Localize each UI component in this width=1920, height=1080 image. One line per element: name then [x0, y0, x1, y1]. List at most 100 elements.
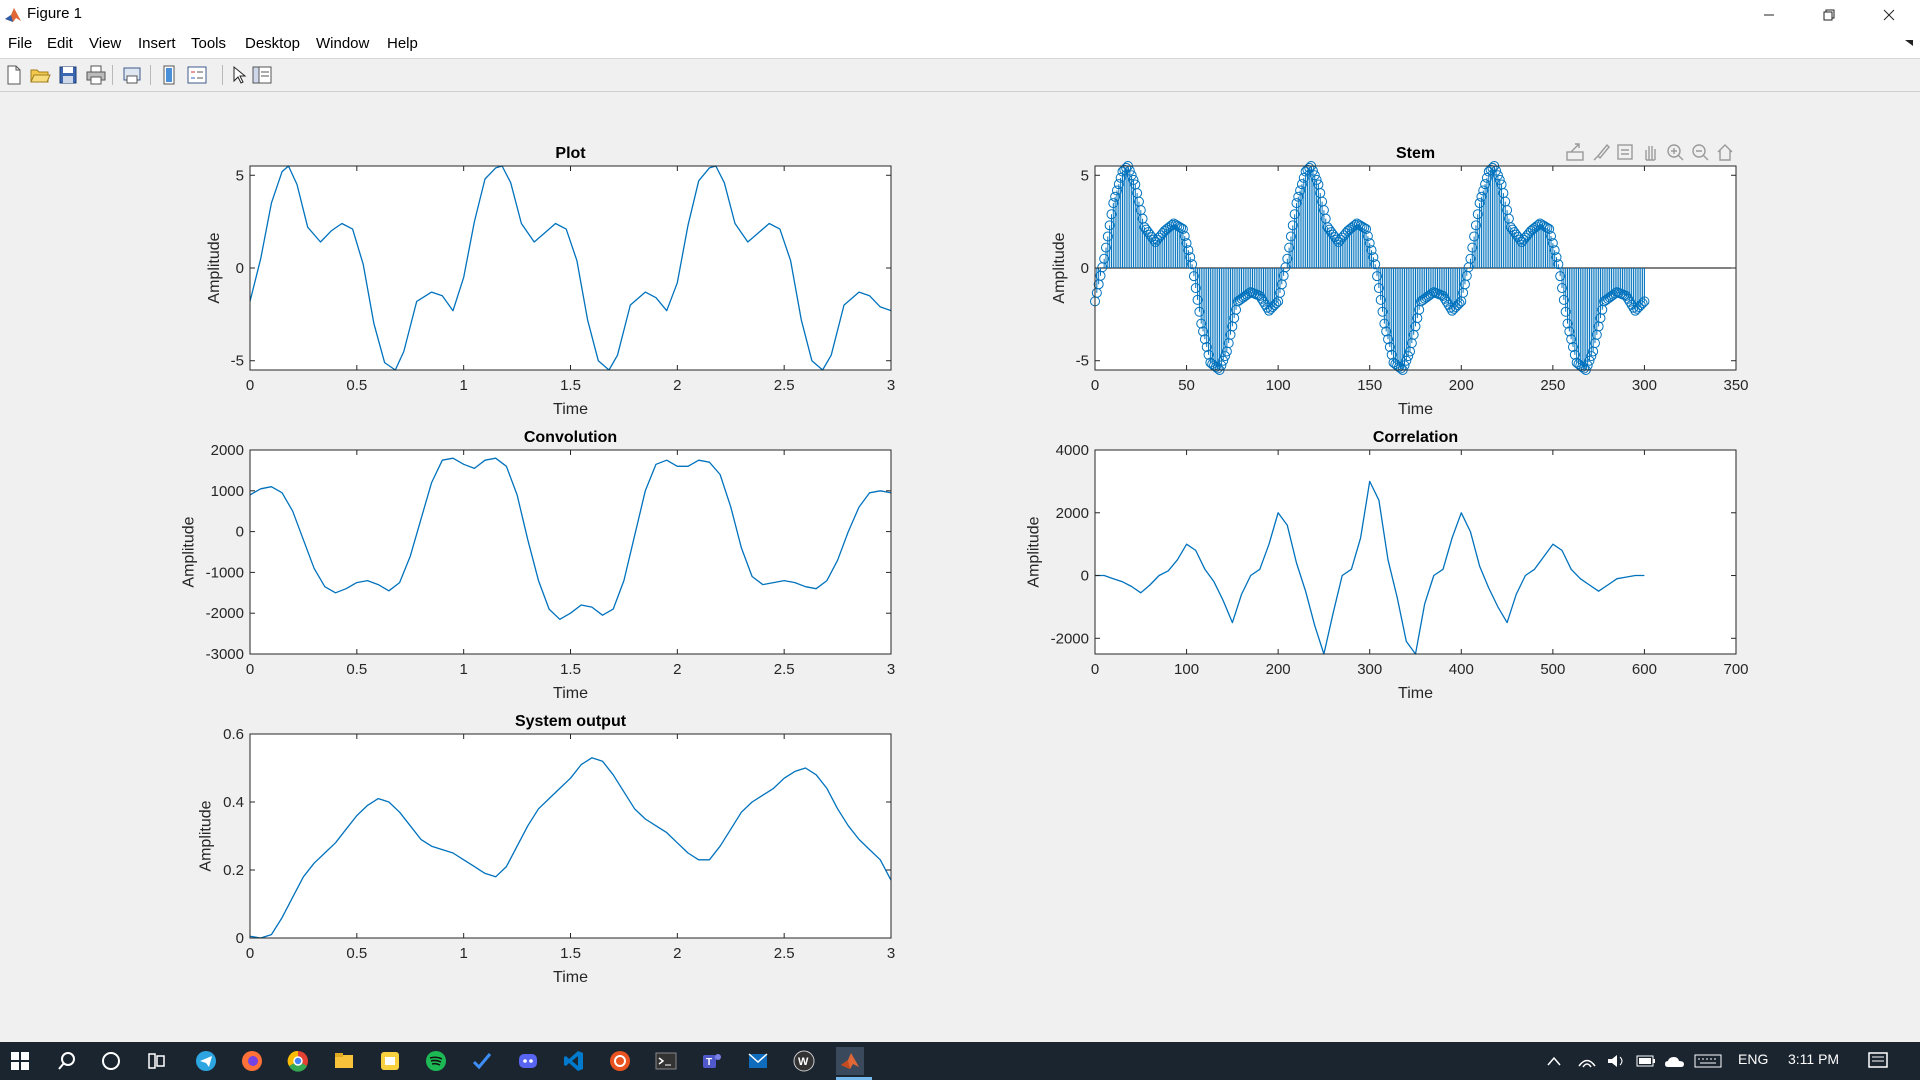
stem-marker: [1102, 231, 1113, 242]
y-tick-label: 0.4: [223, 794, 244, 811]
show-hidden-icons-icon[interactable]: [1547, 1056, 1561, 1066]
matlab-icon[interactable]: [836, 1047, 864, 1075]
print-preview-icon[interactable]: [121, 64, 143, 86]
sticky-notes-icon[interactable]: [376, 1047, 404, 1075]
y-tick-label: 2000: [211, 442, 244, 459]
mail-icon[interactable]: [744, 1047, 772, 1075]
stem-marker: [1177, 224, 1188, 235]
onedrive-icon[interactable]: [1664, 1053, 1686, 1069]
todo-icon[interactable]: [468, 1047, 496, 1075]
open-file-icon[interactable]: [29, 64, 51, 86]
dock-arrow-icon[interactable]: [1905, 38, 1915, 48]
keyboard-icon[interactable]: [1694, 1054, 1722, 1068]
menu-edit[interactable]: Edit: [47, 35, 73, 52]
y-tick-label: 0.2: [223, 862, 244, 879]
stem-marker: [1287, 220, 1298, 231]
stem-marker: [1311, 174, 1322, 185]
new-figure-icon[interactable]: [3, 64, 25, 86]
stem-marker: [1364, 238, 1375, 249]
stem-marker: [1148, 234, 1159, 245]
x-tick-label: 2: [673, 945, 681, 962]
menu-desktop[interactable]: Desktop: [245, 35, 301, 52]
menu-file[interactable]: File: [8, 35, 33, 52]
x-tick-label: 1: [459, 377, 467, 394]
restore-button[interactable]: [1800, 0, 1858, 30]
cortana-icon[interactable]: [97, 1047, 125, 1075]
vscode-icon[interactable]: [560, 1047, 588, 1075]
stem-marker: [1568, 342, 1579, 353]
axes-frame: [1094, 449, 1737, 655]
minimize-button[interactable]: [1740, 0, 1798, 30]
language-indicator[interactable]: ENG: [1738, 1051, 1769, 1067]
wps-icon[interactable]: W: [790, 1047, 818, 1075]
discord-icon[interactable]: [514, 1047, 542, 1075]
x-tick-label: 2.5: [774, 661, 795, 678]
axes-stem[interactable]: 0 50 100 150 200 250 300 350-505StemTimeAmplitu…: [1051, 145, 1749, 418]
print-icon[interactable]: [85, 64, 107, 86]
close-button[interactable]: [1860, 0, 1918, 30]
pan-icon[interactable]: [1645, 146, 1656, 161]
menu-help[interactable]: Help: [387, 35, 418, 52]
menu-view[interactable]: View: [89, 35, 122, 52]
zoom-in-icon[interactable]: [1667, 144, 1684, 161]
y-tick-label: -5: [231, 353, 244, 370]
stem-marker: [1324, 224, 1335, 235]
telegram-icon[interactable]: [192, 1047, 220, 1075]
export-icon[interactable]: [1566, 143, 1584, 161]
legend-icon[interactable]: [186, 64, 208, 86]
stem-marker: [1185, 252, 1196, 263]
stem-marker: [1450, 301, 1461, 312]
stem-marker: [1558, 294, 1569, 305]
y-axis-label: Amplitude: [1051, 232, 1068, 303]
property-inspector-icon[interactable]: [251, 64, 273, 86]
edit-plot-arrow-icon[interactable]: [227, 64, 249, 86]
menu-insert[interactable]: Insert: [138, 35, 176, 52]
axes-system-output[interactable]: 0 0.5 1 1.5 2 2.5 3 0 0.2 0.4 0.6 System output Time…: [198, 713, 896, 986]
stem-marker: [1375, 294, 1386, 305]
clock[interactable]: 3:11 PM: [1788, 1051, 1840, 1067]
spotify-icon[interactable]: [422, 1047, 450, 1075]
stem-marker: [1551, 252, 1562, 263]
stem-marker: [1377, 306, 1388, 317]
axes-title: System output: [515, 713, 627, 730]
teams-icon[interactable]: T: [698, 1047, 726, 1075]
stem-marker: [1437, 290, 1448, 301]
firefox-icon[interactable]: [238, 1047, 266, 1075]
file-explorer-icon[interactable]: [330, 1047, 358, 1075]
home-icon[interactable]: [1717, 144, 1733, 161]
stem-marker: [1542, 222, 1553, 233]
stem-marker: [1181, 238, 1192, 249]
terminal-icon[interactable]: [652, 1047, 680, 1075]
zoom-out-icon[interactable]: [1692, 144, 1709, 161]
stem-marker: [1183, 245, 1194, 256]
battery-icon[interactable]: [1636, 1055, 1656, 1067]
save-icon[interactable]: [57, 64, 79, 86]
taskbar: T W ENG 3:11 PM: [0, 1042, 1920, 1080]
axes-convolution[interactable]: 0 0.5 1 1.5 2 2.5 3 -3000 -2000 -1000 0 1000 2000 Con…: [181, 429, 896, 702]
stem-marker: [1296, 179, 1307, 190]
brush-icon[interactable]: [1593, 143, 1610, 161]
search-icon[interactable]: [53, 1047, 81, 1075]
x-tick-label: 100: [1266, 377, 1291, 394]
start-icon[interactable]: [6, 1047, 34, 1075]
task-view-icon[interactable]: [142, 1047, 170, 1075]
stem-marker: [1203, 349, 1214, 360]
stem-marker: [1467, 242, 1478, 253]
stem-marker: [1300, 166, 1311, 177]
series-line: [249, 165, 892, 371]
menu-window[interactable]: Window: [316, 35, 370, 52]
x-tick-label: 0.5: [346, 661, 367, 678]
volume-icon[interactable]: [1606, 1053, 1626, 1069]
ubuntu-icon[interactable]: [606, 1047, 634, 1075]
menu-tools[interactable]: Tools: [191, 35, 227, 52]
colorbar-icon[interactable]: [158, 64, 180, 86]
chrome-icon[interactable]: [284, 1047, 312, 1075]
stem-marker: [1483, 166, 1494, 177]
axes-correlation[interactable]: 0 100 200 300 400 500 600 700-2000020004000Corr…: [1026, 429, 1749, 702]
stem-marker: [1285, 231, 1296, 242]
notifications-icon[interactable]: [1868, 1052, 1888, 1070]
data-tip-icon[interactable]: [1617, 144, 1633, 160]
wifi-icon[interactable]: [1577, 1053, 1597, 1069]
